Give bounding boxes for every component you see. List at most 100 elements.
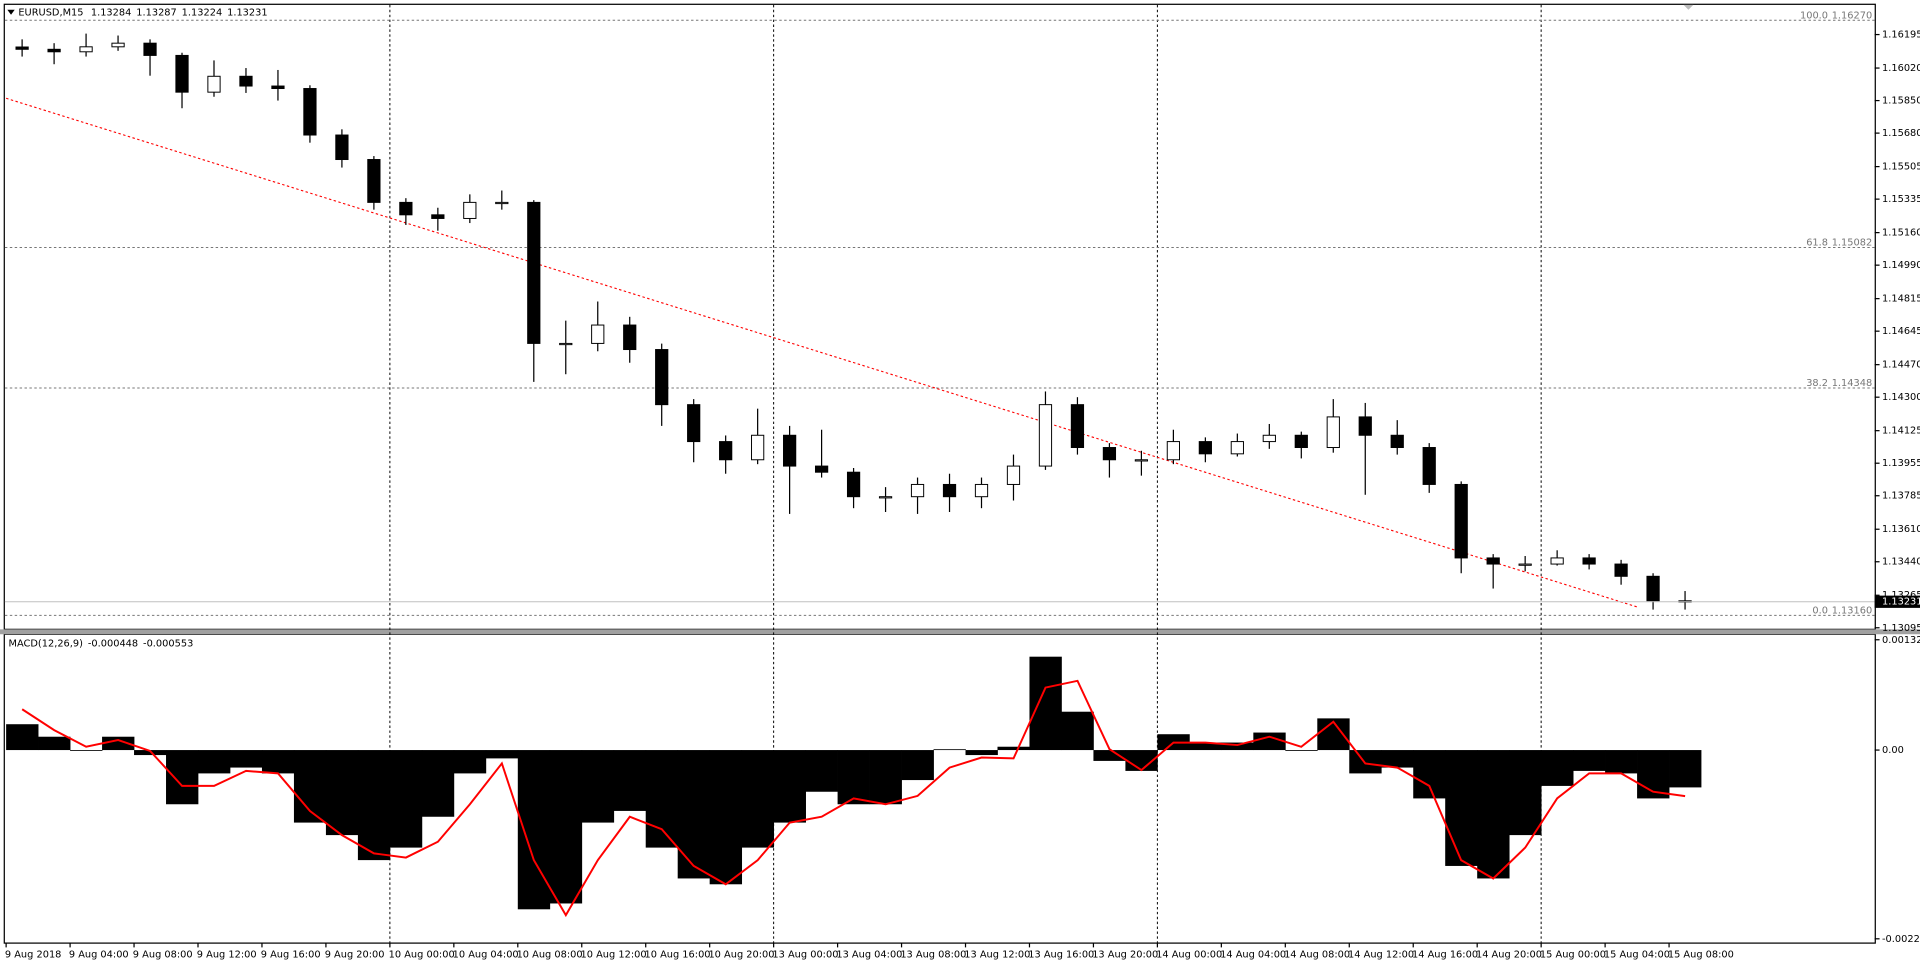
macd-bar	[1349, 750, 1382, 774]
y-tick-label: 1.15505	[1882, 162, 1920, 173]
y-tick-label: 1.14815	[1882, 294, 1920, 305]
candle-body	[527, 201, 541, 344]
shift-marker	[1683, 4, 1694, 10]
candle-body	[239, 75, 253, 87]
candle-body	[814, 465, 829, 473]
candle-body	[910, 483, 925, 498]
candle-body	[846, 471, 861, 498]
fibo-ratio: 61.8	[1806, 238, 1828, 249]
symbol: EURUSD,M15	[18, 7, 83, 18]
macd-bar	[869, 750, 902, 805]
macd-bar	[997, 746, 1030, 751]
candle-body	[1134, 459, 1149, 462]
y-tick-label: 1.16020	[1882, 63, 1920, 74]
macd-bar	[1093, 750, 1126, 761]
x-tick-label: 9 Aug 16:00	[261, 950, 321, 961]
macd-title: MACD(12,26,9)	[9, 638, 83, 649]
candle-body	[1166, 441, 1180, 461]
candle-body	[655, 349, 669, 406]
macd-bar	[134, 750, 167, 756]
macd-bar	[1477, 750, 1510, 879]
macd-bar	[1445, 750, 1478, 866]
x-tick-label: 14 Aug 20:00	[1476, 950, 1542, 961]
macd-bar	[741, 750, 775, 848]
macd-bar	[1413, 750, 1446, 799]
x-tick-label: 14 Aug 16:00	[1412, 950, 1478, 961]
x-tick-label: 13 Aug 16:00	[1028, 950, 1094, 961]
macd-bar	[198, 750, 231, 774]
macd-bar	[229, 750, 263, 768]
macd-bar	[1029, 656, 1062, 751]
x-tick-label: 13 Aug 04:00	[836, 950, 902, 961]
price-box	[1874, 595, 1920, 608]
candle-body	[1390, 434, 1404, 449]
trend-line	[5, 97, 1638, 608]
candle-body	[559, 342, 573, 346]
y-tick-label: 1.15850	[1882, 96, 1920, 107]
macd-bar	[517, 750, 551, 910]
macd-bar	[645, 750, 679, 848]
x-tick-label: 15 Aug 00:00	[1540, 950, 1606, 961]
fibo-price: 1.15082	[1832, 238, 1873, 249]
candle-body	[1358, 416, 1372, 436]
fibo-label: 0.0 1.13160	[1812, 605, 1872, 616]
candle-body	[1294, 434, 1308, 449]
chart-header: EURUSD,M15 1.13284 1.13287 1.13224 1.13231	[18, 7, 267, 18]
fibo-price: 1.14348	[1832, 378, 1873, 389]
candle-body	[1326, 416, 1340, 449]
candle-body	[1614, 563, 1628, 577]
macd-header: MACD(12,26,9) -0.000448 -0.000553	[9, 638, 194, 649]
candle-body	[1006, 465, 1021, 485]
candle-body	[591, 324, 605, 344]
macd-bar	[933, 749, 966, 751]
candle-body	[47, 48, 61, 53]
fibo-price: 1.16270	[1832, 10, 1873, 21]
macd-bar	[1509, 750, 1542, 836]
candle-body	[1646, 575, 1660, 602]
x-tick-label: 15 Aug 04:00	[1604, 950, 1670, 961]
macd-bar	[1669, 750, 1702, 788]
macd-bar	[38, 736, 71, 751]
candle-body	[431, 214, 445, 219]
macd-bar	[325, 750, 359, 836]
macd-bar	[709, 750, 743, 885]
x-tick-label: 9 Aug 2018	[5, 950, 62, 961]
fibo-ratio: 0.0	[1812, 605, 1828, 616]
x-tick-label: 13 Aug 20:00	[1092, 950, 1158, 961]
y-tick-label: 1.13785	[1882, 491, 1920, 502]
macd-bar	[837, 750, 870, 805]
x-tick-label: 14 Aug 08:00	[1284, 950, 1350, 961]
candle-body	[1102, 447, 1117, 461]
macd-bar	[1381, 750, 1414, 768]
candle-body	[1038, 404, 1053, 467]
header-low: 1.13224	[182, 7, 223, 18]
header-open: 1.13284	[91, 7, 132, 18]
x-tick-label: 10 Aug 00:00	[389, 950, 455, 961]
macd-bar	[965, 750, 998, 756]
menu-arrow[interactable]	[7, 9, 15, 15]
candle-body	[1454, 483, 1468, 559]
macd-bar	[1605, 750, 1638, 774]
candle-body	[1582, 557, 1596, 565]
candle-body	[1070, 404, 1085, 449]
y-tick-label: 0.00	[1882, 745, 1904, 756]
x-tick-label: 13 Aug 12:00	[964, 950, 1030, 961]
macd-bar	[901, 750, 934, 781]
macd-bar	[1317, 718, 1350, 751]
candle-body	[623, 324, 637, 351]
x-tick-label: 14 Aug 12:00	[1348, 950, 1414, 961]
macd-signal-value: -0.000553	[143, 638, 193, 649]
y-tick-label: -0.002264	[1882, 934, 1920, 945]
macd-bar	[773, 750, 806, 823]
x-tick-label: 15 Aug 08:00	[1668, 950, 1734, 961]
y-tick-label: 1.16195	[1882, 30, 1920, 41]
x-tick-label: 9 Aug 08:00	[133, 950, 193, 961]
fibo-label: 100.0 1.16270	[1800, 10, 1872, 21]
y-tick-label: 1.13955	[1882, 458, 1920, 469]
fibo-price: 1.13160	[1832, 605, 1873, 616]
candle-body	[942, 483, 957, 498]
macd-bar	[805, 750, 838, 792]
macd-bar	[581, 750, 615, 823]
